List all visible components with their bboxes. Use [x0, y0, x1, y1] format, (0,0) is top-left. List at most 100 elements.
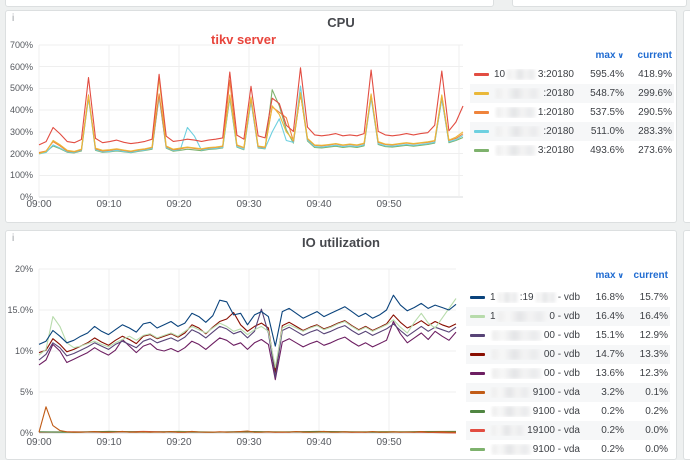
x-tick-label: 09:20	[166, 437, 192, 448]
x-tick-label: 09:00	[26, 437, 52, 448]
plot-area-cpu[interactable]	[38, 44, 464, 198]
panel-title-io[interactable]: IO utilization	[302, 235, 380, 250]
series-name[interactable]: 00 - vdb	[490, 368, 580, 379]
legend-rows: 10 3:20180 595.4% 418.9%:20180 548.7% 299.6% 1…	[470, 65, 674, 160]
series-current-value: 0.0%	[645, 444, 668, 455]
y-tick-label: 15.0%	[7, 305, 33, 315]
series-name[interactable]: 19100 - vda	[490, 425, 580, 436]
redacted-text-blur	[492, 444, 531, 455]
legend-row[interactable]: 9100 - vda 0.2% 0.0%	[466, 440, 670, 459]
legend-row[interactable]: :20180 548.7% 299.6%	[470, 84, 674, 103]
series-current-value: 299.6%	[638, 88, 672, 99]
series-max-value: 537.5%	[590, 107, 624, 118]
redacted-text-blur	[507, 69, 536, 80]
legend-sort-current[interactable]: current	[637, 50, 672, 61]
series-current-value: 12.3%	[639, 368, 668, 379]
x-tick-label: 09:50	[376, 437, 402, 448]
series-name-text: 9100 - vda	[532, 444, 580, 455]
legend-header-spacer	[470, 47, 574, 65]
legend-row[interactable]: 19100 - vda 0.2% 0.0%	[466, 421, 670, 440]
legend-sort-max[interactable]: max ∨	[595, 50, 625, 61]
series-name[interactable]: 1:20180	[494, 107, 574, 118]
series-name-text: 00 - vdb	[543, 330, 580, 341]
legend-row[interactable]: 00 - vdb 14.7% 13.3%	[466, 345, 670, 364]
redacted-text-blur	[492, 330, 542, 341]
legend-row[interactable]: 1:20180 537.5% 290.5%	[470, 103, 674, 122]
series-name-text: 00 - vdb	[543, 349, 580, 360]
series-name-text: 1	[490, 311, 496, 322]
series-name[interactable]: 9100 - vda	[490, 387, 580, 398]
x-tick-label: 09:10	[96, 199, 122, 210]
series-name[interactable]: 9100 - vda	[490, 444, 580, 455]
legend-rows: 1:19 - vdb 16.8% 15.7% 1 0 - vdb 16.4% 16.4% 00 …	[466, 288, 670, 459]
series-name[interactable]: 10 3:20180	[494, 69, 574, 80]
legend-row[interactable]: 00 - vdb 13.6% 12.3%	[466, 364, 670, 383]
x-tick-label: 09:10	[96, 437, 122, 448]
series-color-marker	[474, 111, 489, 114]
y-tick-label: 20%	[14, 264, 33, 274]
redacted-text-blur	[492, 349, 542, 360]
legend-row[interactable]: :20180 511.0% 283.3%	[470, 122, 674, 141]
series-max-value: 15.1%	[595, 330, 624, 341]
y-axis-cpu: 700% 600% 500% 400% 300% 200% 100% 0%	[6, 40, 36, 202]
x-tick-label: 09:40	[306, 199, 332, 210]
series-color-marker	[474, 149, 489, 152]
y-tick-label: 700%	[9, 40, 33, 50]
series-name[interactable]: 1 0 - vdb	[490, 311, 580, 322]
series-name[interactable]: 1:19 - vdb	[490, 292, 580, 303]
series-current-value: 13.3%	[639, 349, 668, 360]
series-name-text: 9100 - vda	[532, 406, 580, 417]
series-name-text: :19	[519, 292, 534, 303]
plot-area-io[interactable]	[38, 268, 457, 434]
legend-row[interactable]: 00 - vdb 15.1% 12.9%	[466, 326, 670, 345]
chevron-down-icon: ∨	[617, 51, 625, 60]
y-tick-label: 100%	[9, 170, 33, 181]
legend-io: max ∨ current 1:19 - vdb 16.8% 15.7% 1 0 - vdb…	[466, 267, 670, 459]
redacted-text-blur	[496, 88, 542, 99]
legend-row[interactable]: 9100 - vda 3.2% 0.1%	[466, 383, 670, 402]
y-tick-label: 200%	[9, 148, 33, 159]
series-current-value: 16.4%	[639, 311, 668, 322]
series-name[interactable]: 3:20180	[494, 145, 574, 156]
panel-cpu: i CPU tikv server 700% 600% 500% 400% 300% 20…	[5, 10, 677, 223]
legend-row[interactable]: 3:20180 493.6% 273.6%	[470, 141, 674, 160]
series-color-marker	[470, 448, 485, 451]
y-tick-label: 0%	[19, 192, 33, 202]
legend-row[interactable]: 1 0 - vdb 16.4% 16.4%	[466, 307, 670, 326]
redacted-text-blur	[535, 292, 556, 303]
chart-series-line	[38, 79, 464, 154]
series-color-marker	[470, 353, 485, 356]
chart-series-line	[38, 308, 457, 378]
series-max-value: 511.0%	[590, 126, 624, 137]
series-name[interactable]: 00 - vdb	[490, 349, 580, 360]
series-name[interactable]: 9100 - vda	[490, 406, 580, 417]
series-max-value: 0.2%	[601, 444, 624, 455]
series-name-text: 3:20180	[537, 145, 574, 156]
legend-header: max ∨ current	[466, 267, 670, 285]
panel-title-cpu[interactable]: CPU	[327, 15, 355, 30]
info-icon[interactable]: i	[12, 13, 15, 24]
info-icon[interactable]: i	[12, 233, 15, 244]
legend-sort-current[interactable]: current	[633, 270, 668, 281]
series-current-value: 12.9%	[639, 330, 668, 341]
legend-row[interactable]: 10 3:20180 595.4% 418.9%	[470, 65, 674, 84]
redacted-text-blur	[492, 387, 531, 398]
series-name-text: 00 - vdb	[543, 368, 580, 379]
y-tick-label: 400%	[9, 105, 33, 116]
series-color-marker	[474, 73, 489, 76]
legend-row[interactable]: 1:19 - vdb 16.8% 15.7%	[466, 288, 670, 307]
legend-header: max ∨ current	[470, 47, 674, 65]
series-name[interactable]: 00 - vdb	[490, 330, 580, 341]
chart-series-line	[38, 298, 457, 368]
chart-series-line	[38, 67, 464, 146]
series-name[interactable]: :20180	[494, 88, 574, 99]
legend-row[interactable]: 9100 - vda 0.2% 0.2%	[466, 402, 670, 421]
grafana-dashboard: { "icons": { "info": "i", "sort_chevron"…	[5, 0, 690, 460]
legend-sort-max[interactable]: max ∨	[595, 270, 625, 281]
series-name-text: 10	[494, 69, 506, 80]
series-name[interactable]: :20180	[494, 126, 574, 137]
io-line-chart	[38, 268, 457, 434]
series-color-marker	[470, 429, 485, 432]
chevron-down-icon: ∨	[617, 271, 625, 280]
redacted-text-blur	[496, 107, 536, 118]
